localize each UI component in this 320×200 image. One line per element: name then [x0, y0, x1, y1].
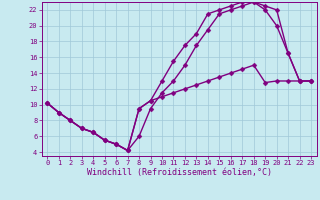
X-axis label: Windchill (Refroidissement éolien,°C): Windchill (Refroidissement éolien,°C)	[87, 168, 272, 177]
